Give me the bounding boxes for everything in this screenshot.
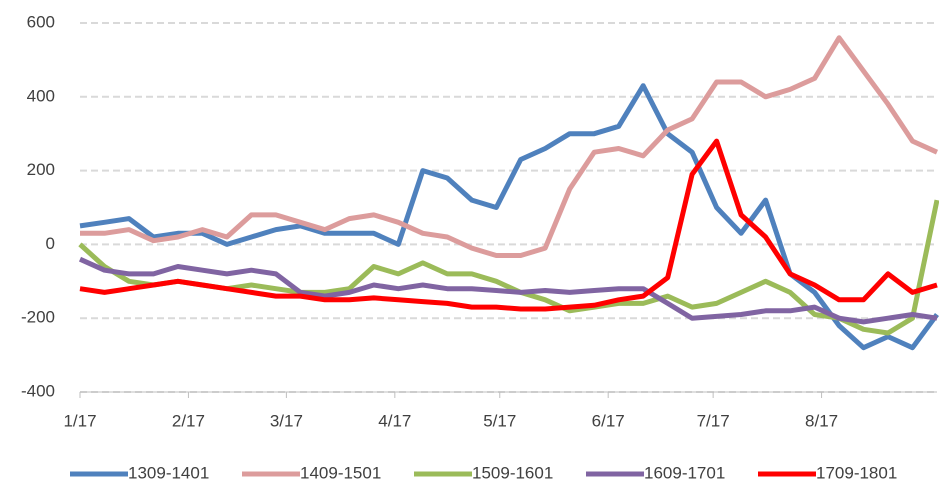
legend-label: 1409-1501	[300, 463, 381, 482]
legend-label: 1509-1601	[472, 463, 553, 482]
y-tick-label: 200	[27, 160, 55, 179]
x-tick-label: 6/17	[592, 411, 625, 430]
series-line	[78, 199, 939, 336]
x-tick-label: 4/17	[378, 411, 411, 430]
y-tick-label: 600	[27, 12, 55, 31]
x-tick-label: 5/17	[483, 411, 516, 430]
x-tick-label: 3/17	[270, 411, 303, 430]
x-tick-label: 7/17	[697, 411, 730, 430]
y-tick-label: 0	[46, 234, 55, 253]
series-line	[78, 256, 938, 325]
legend-label: 1309-1401	[128, 463, 209, 482]
legend-label: 1609-1701	[644, 463, 725, 482]
y-tick-label: -400	[21, 381, 55, 400]
y-tick-label: -200	[21, 308, 55, 327]
y-tick-label: 400	[27, 86, 55, 105]
series-line	[79, 138, 938, 312]
legend-label: 1709-1801	[816, 463, 897, 482]
x-tick-label: 8/17	[805, 411, 838, 430]
x-tick-label: 1/17	[63, 411, 96, 430]
series-line	[80, 35, 939, 258]
x-tick-label: 2/17	[172, 411, 205, 430]
